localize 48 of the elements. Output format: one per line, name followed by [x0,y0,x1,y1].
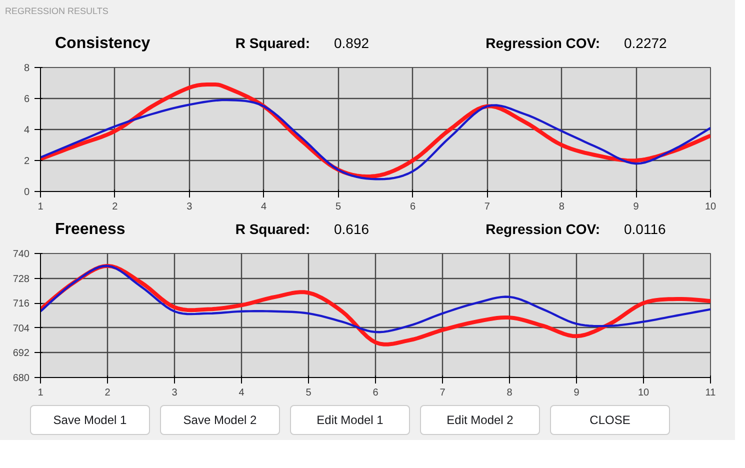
text: 0.2272 [624,34,667,53]
x-tick-label: 1 [38,202,44,212]
x-tick-label: 7 [484,202,490,212]
text: Edit Model 2 [420,405,540,435]
x-tick-label: 7 [440,388,446,398]
text: Edit Model 1 [290,405,410,435]
text: Save Model 1 [30,405,150,435]
x-tick-label: 9 [633,202,640,212]
x-tick-label: 11 [705,388,716,398]
y-tick-label: 704 [12,323,30,334]
x-tick-label: 9 [574,388,580,398]
y-tick-label: 2 [24,156,30,167]
x-tick-label: 1 [38,388,44,398]
x-tick-label: 6 [410,202,416,212]
chart-title: Freeness [55,220,126,240]
x-tick-label: 5 [306,388,312,398]
x-tick-label: 8 [558,202,565,212]
text: 0.0116 [624,220,666,239]
y-tick-label: 0 [24,187,30,198]
text: Regression COV: [486,220,600,239]
text: CLOSE [550,405,670,435]
text: REGRESSION RESULTS [5,5,108,18]
x-tick-label: 6 [372,388,379,398]
text: 0.616 [334,220,370,239]
y-tick-label: 692 [12,348,30,360]
y-tick-label: 728 [12,274,30,285]
y-tick-label: 4 [24,125,30,136]
text: 0.892 [334,34,370,53]
x-tick-label: 10 [704,202,716,212]
x-tick-label: 4 [238,388,245,398]
x-tick-label: 5 [335,202,342,212]
text: R Squared: [235,34,310,53]
x-tick-label: 4 [261,202,268,212]
x-tick-label: 2 [112,202,118,212]
chart-title: Consistency [55,34,150,54]
y-tick-label: 6 [24,94,30,105]
y-tick-label: 740 [12,249,30,260]
x-tick-label: 10 [638,388,650,398]
x-tick-label: 8 [506,388,513,398]
x-tick-label: 3 [186,202,193,212]
x-tick-label: 3 [172,388,178,398]
text: Regression COV: [486,34,600,53]
y-tick-label: 8 [24,63,30,74]
text: R Squared: [235,220,310,239]
x-tick-label: 2 [104,388,111,398]
text: Save Model 2 [160,405,280,435]
y-tick-label: 716 [12,298,30,310]
y-tick-label: 680 [12,373,30,384]
